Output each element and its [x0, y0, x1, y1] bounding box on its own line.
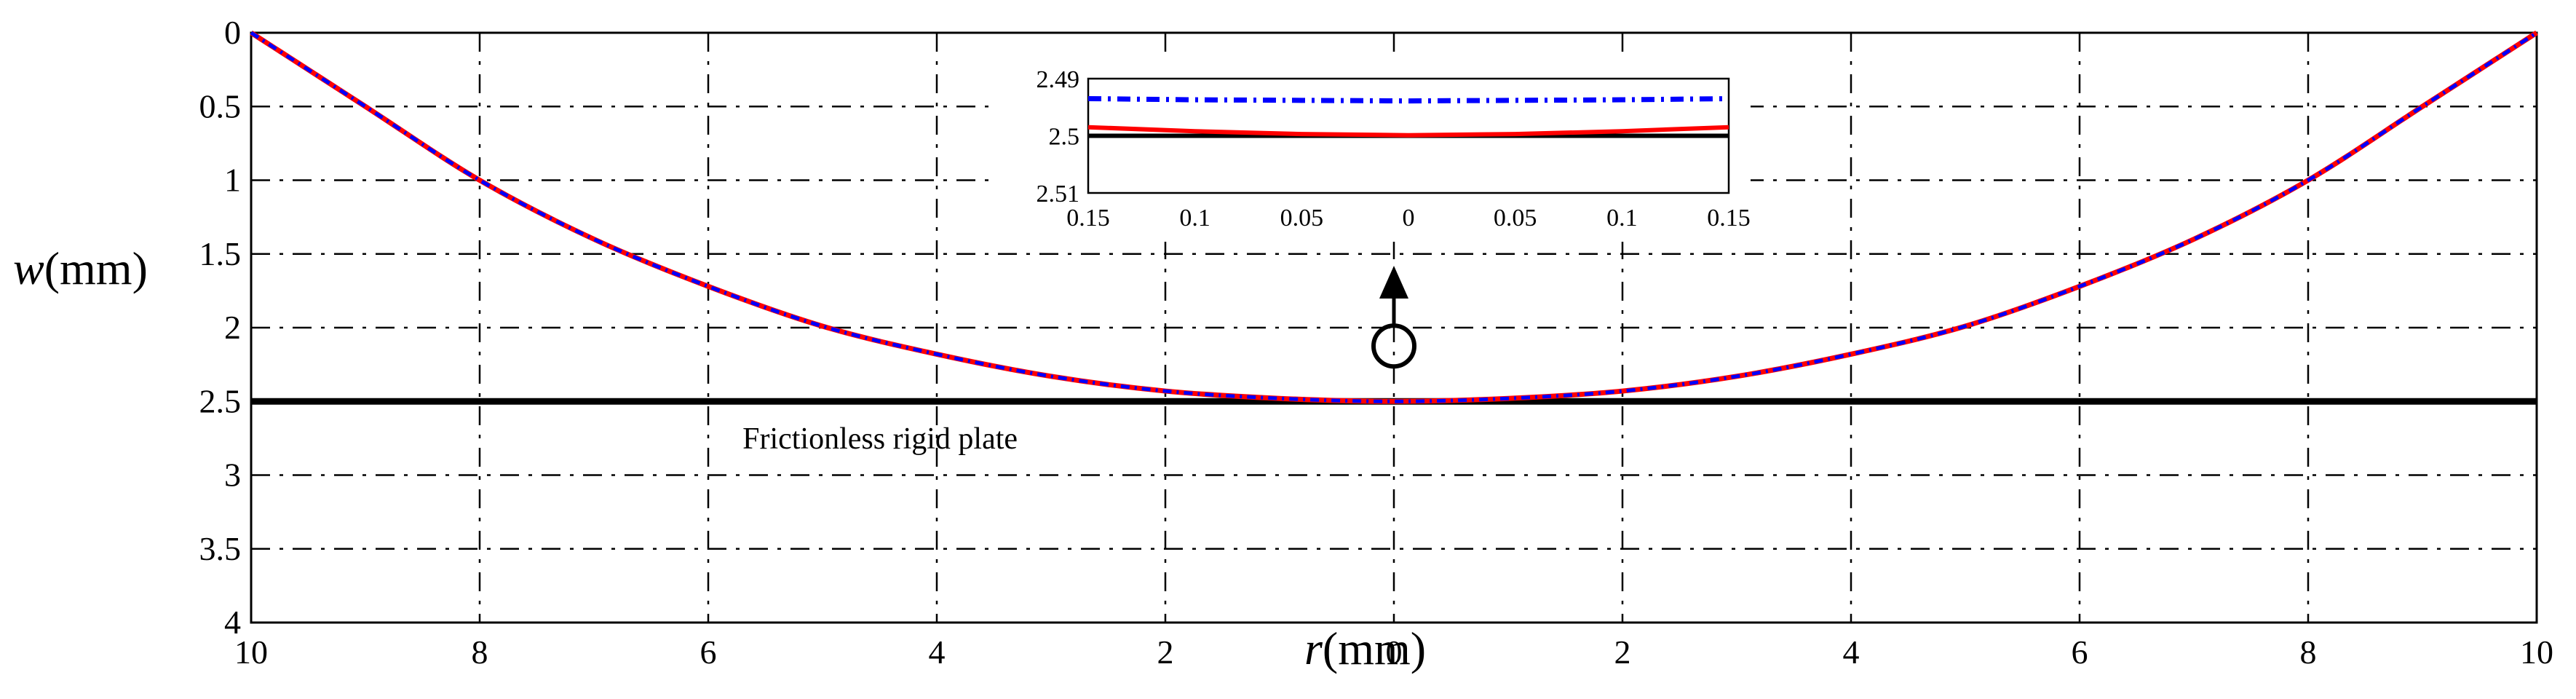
- x-axis-label: r(mm): [1304, 623, 1426, 674]
- inset-x-tick-label: 0: [1403, 205, 1415, 232]
- axis-labels: w(mm) r(mm): [13, 242, 1426, 674]
- x-axis-label-unit: (mm): [1323, 623, 1426, 674]
- y-tick-label: 0.5: [199, 87, 242, 125]
- series-layer: [250, 31, 2538, 405]
- x-tick-label: 6: [2072, 633, 2088, 671]
- y-tick-label: 3: [224, 457, 241, 494]
- inset-x-tick-label: 0.05: [1494, 205, 1537, 232]
- y-tick-label: 3.5: [199, 530, 242, 567]
- inset-plot: 0.15 0.1 0.05 0 0.05 0.1 0.15 2.49 2.5 2.51: [997, 58, 1751, 369]
- x-tick-label: 4: [929, 633, 946, 671]
- x-tick-label: 10: [234, 633, 268, 671]
- y-axis-label-unit: (mm): [44, 242, 148, 294]
- inset-x-tick-label: 0.15: [1707, 205, 1751, 232]
- y-tick-label: 2: [224, 309, 241, 346]
- x-tick-label: 2: [1157, 633, 1174, 671]
- inset-x-tick-label: 0.1: [1606, 205, 1638, 232]
- inset-x-tick-label: 0.1: [1179, 205, 1210, 232]
- y-tick-label: 0: [224, 14, 241, 51]
- annotation-layer: Frictionless rigid plate: [742, 422, 1018, 456]
- x-axis-label-var: r: [1304, 623, 1323, 674]
- x-tick-label: 2: [1614, 633, 1631, 671]
- x-tick-label: 8: [2300, 633, 2317, 671]
- series-line-red-solid-curve: [250, 31, 2538, 404]
- tick-labels: 10 8 6 4 2 0 2 4 6 8 10 0 0.5 1 1.5 2 2.5 3 3.5 4: [199, 14, 2554, 671]
- annotation-text: Frictionless rigid plate: [742, 422, 1018, 456]
- x-tick-label: 6: [700, 633, 717, 671]
- x-tick-label: 0: [1386, 633, 1403, 671]
- callout-arrow-head: [1379, 266, 1408, 299]
- inset-x-tick-label: 0.15: [1066, 205, 1110, 232]
- inset-series-blue-dash-dot-curve: [1087, 95, 1729, 104]
- inset-x-tick-label: 0.05: [1280, 205, 1324, 232]
- y-tick-label: 4: [224, 604, 241, 641]
- y-tick-label: 2.5: [199, 382, 242, 419]
- inset-series-red-solid-curve: [1087, 125, 1729, 138]
- y-axis-label: w(mm): [13, 242, 148, 294]
- x-tick-label: 10: [2520, 633, 2553, 671]
- y-axis-label-var: w: [13, 242, 44, 294]
- x-tick-label: 4: [1843, 633, 1860, 671]
- plot-frame: [250, 31, 2538, 624]
- inset-y-tick-label: 2.5: [1049, 124, 1080, 151]
- inset-y-tick-label: 2.51: [1037, 181, 1080, 208]
- x-tick-label: 8: [472, 633, 488, 671]
- inset-y-tick-label: 2.49: [1037, 66, 1080, 93]
- y-tick-label: 1.5: [199, 235, 242, 272]
- y-tick-label: 1: [224, 162, 241, 199]
